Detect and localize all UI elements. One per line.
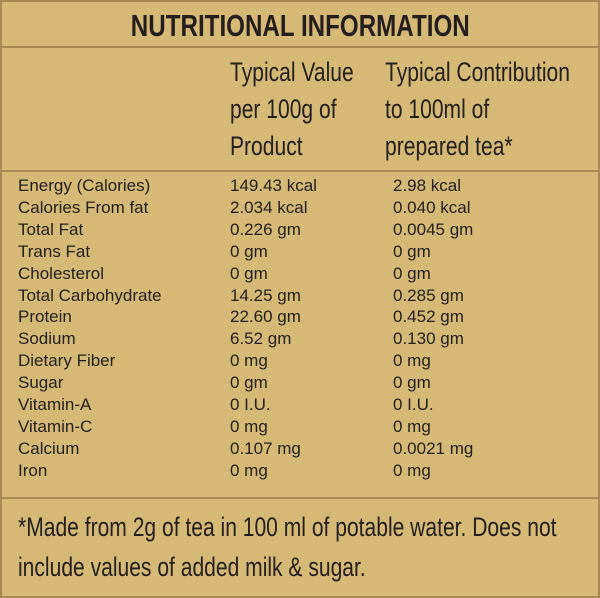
nutrient-value: 0 mg xyxy=(230,460,268,480)
title: NUTRITIONAL INFORMATION xyxy=(130,8,470,43)
nutrient-name: Dietary Fiber xyxy=(18,351,116,371)
nutrient-value: 0 gm xyxy=(393,263,431,283)
nutrient-value: 0 gm xyxy=(393,241,431,261)
nutrient-value: 0.040 kcal xyxy=(393,197,471,217)
divider xyxy=(2,170,598,172)
nutrient-value: 0.285 gm xyxy=(393,285,464,305)
nutrient-value: 2.034 kcal xyxy=(230,197,308,217)
nutrient-name: Total Carbohydrate xyxy=(18,285,162,305)
nutrient-name: Sugar xyxy=(18,373,64,393)
nutrient-name: Vitamin-C xyxy=(18,416,93,436)
column-header: Typical Value xyxy=(230,57,354,87)
column-header: Product xyxy=(230,131,303,161)
nutrient-name: Vitamin-A xyxy=(18,395,92,414)
nutrient-value: 14.25 gm xyxy=(230,285,301,305)
nutrient-value: 22.60 gm xyxy=(230,307,301,327)
nutrient-value: 0.0021 mg xyxy=(393,438,474,458)
nutrient-value: 0.226 gm xyxy=(230,219,301,239)
divider xyxy=(2,497,598,499)
column-header: per 100g of xyxy=(230,94,337,124)
nutrient-value: 0 mg xyxy=(393,460,431,480)
nutrient-value: 0 I.U. xyxy=(230,395,271,414)
nutrient-name: Energy (Calories) xyxy=(18,176,151,195)
nutrient-value: 0 gm xyxy=(230,241,268,261)
nutrient-name: Iron xyxy=(18,460,48,480)
nutrient-name: Trans Fat xyxy=(18,241,91,261)
nutrient-value: 0 gm xyxy=(230,373,268,393)
column-header: Typical Contribution xyxy=(385,57,570,87)
nutrient-value: 0.130 gm xyxy=(393,329,464,349)
footnote-line: include values of added milk & sugar. xyxy=(18,552,366,582)
nutrient-value: 0 gm xyxy=(393,373,431,393)
nutrient-value: 0 gm xyxy=(230,263,268,283)
column-header: prepared tea* xyxy=(385,131,513,161)
nutrient-value: 0 I.U. xyxy=(393,395,434,414)
nutrient-value: 0.452 gm xyxy=(393,307,464,327)
footnote-line: *Made from 2g of tea in 100 ml of potabl… xyxy=(18,512,557,542)
nutrient-name: Protein xyxy=(18,307,72,327)
nutrient-name: Sodium xyxy=(18,329,76,349)
nutrient-value: 0.0045 gm xyxy=(393,219,474,239)
nutrient-name: Calories From fat xyxy=(18,197,149,217)
title-wrap: NUTRITIONAL INFORMATION xyxy=(2,8,598,44)
nutrient-value: 0 mg xyxy=(230,416,268,436)
nutrient-value: 0.107 mg xyxy=(230,438,301,458)
nutrient-value: 0 mg xyxy=(230,351,268,371)
nutrient-value: 2.98 kcal xyxy=(393,176,462,195)
nutrient-name: Total Fat xyxy=(18,219,84,239)
column-header: to 100ml of xyxy=(385,94,490,124)
nutrient-value: 0 mg xyxy=(393,416,431,436)
nutrient-value: 6.52 gm xyxy=(230,329,292,349)
nutrient-value: 0 mg xyxy=(393,351,431,371)
nutrient-name: Calcium xyxy=(18,438,80,458)
divider xyxy=(2,46,598,48)
nutrient-value: 149.43 kcal xyxy=(230,176,317,195)
nutrient-name: Cholesterol xyxy=(18,263,104,283)
